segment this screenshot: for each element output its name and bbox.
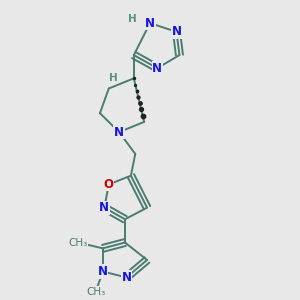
Text: N: N: [114, 126, 124, 139]
Text: CH₃: CH₃: [68, 238, 88, 248]
Text: O: O: [104, 178, 114, 191]
Text: N: N: [122, 271, 131, 284]
Text: N: N: [99, 201, 110, 214]
Text: H: H: [109, 73, 118, 83]
Text: N: N: [145, 16, 155, 30]
Text: N: N: [98, 265, 108, 278]
Text: N: N: [172, 25, 182, 38]
Text: H: H: [128, 14, 137, 24]
Text: N: N: [152, 62, 162, 75]
Text: CH₃: CH₃: [86, 287, 105, 297]
